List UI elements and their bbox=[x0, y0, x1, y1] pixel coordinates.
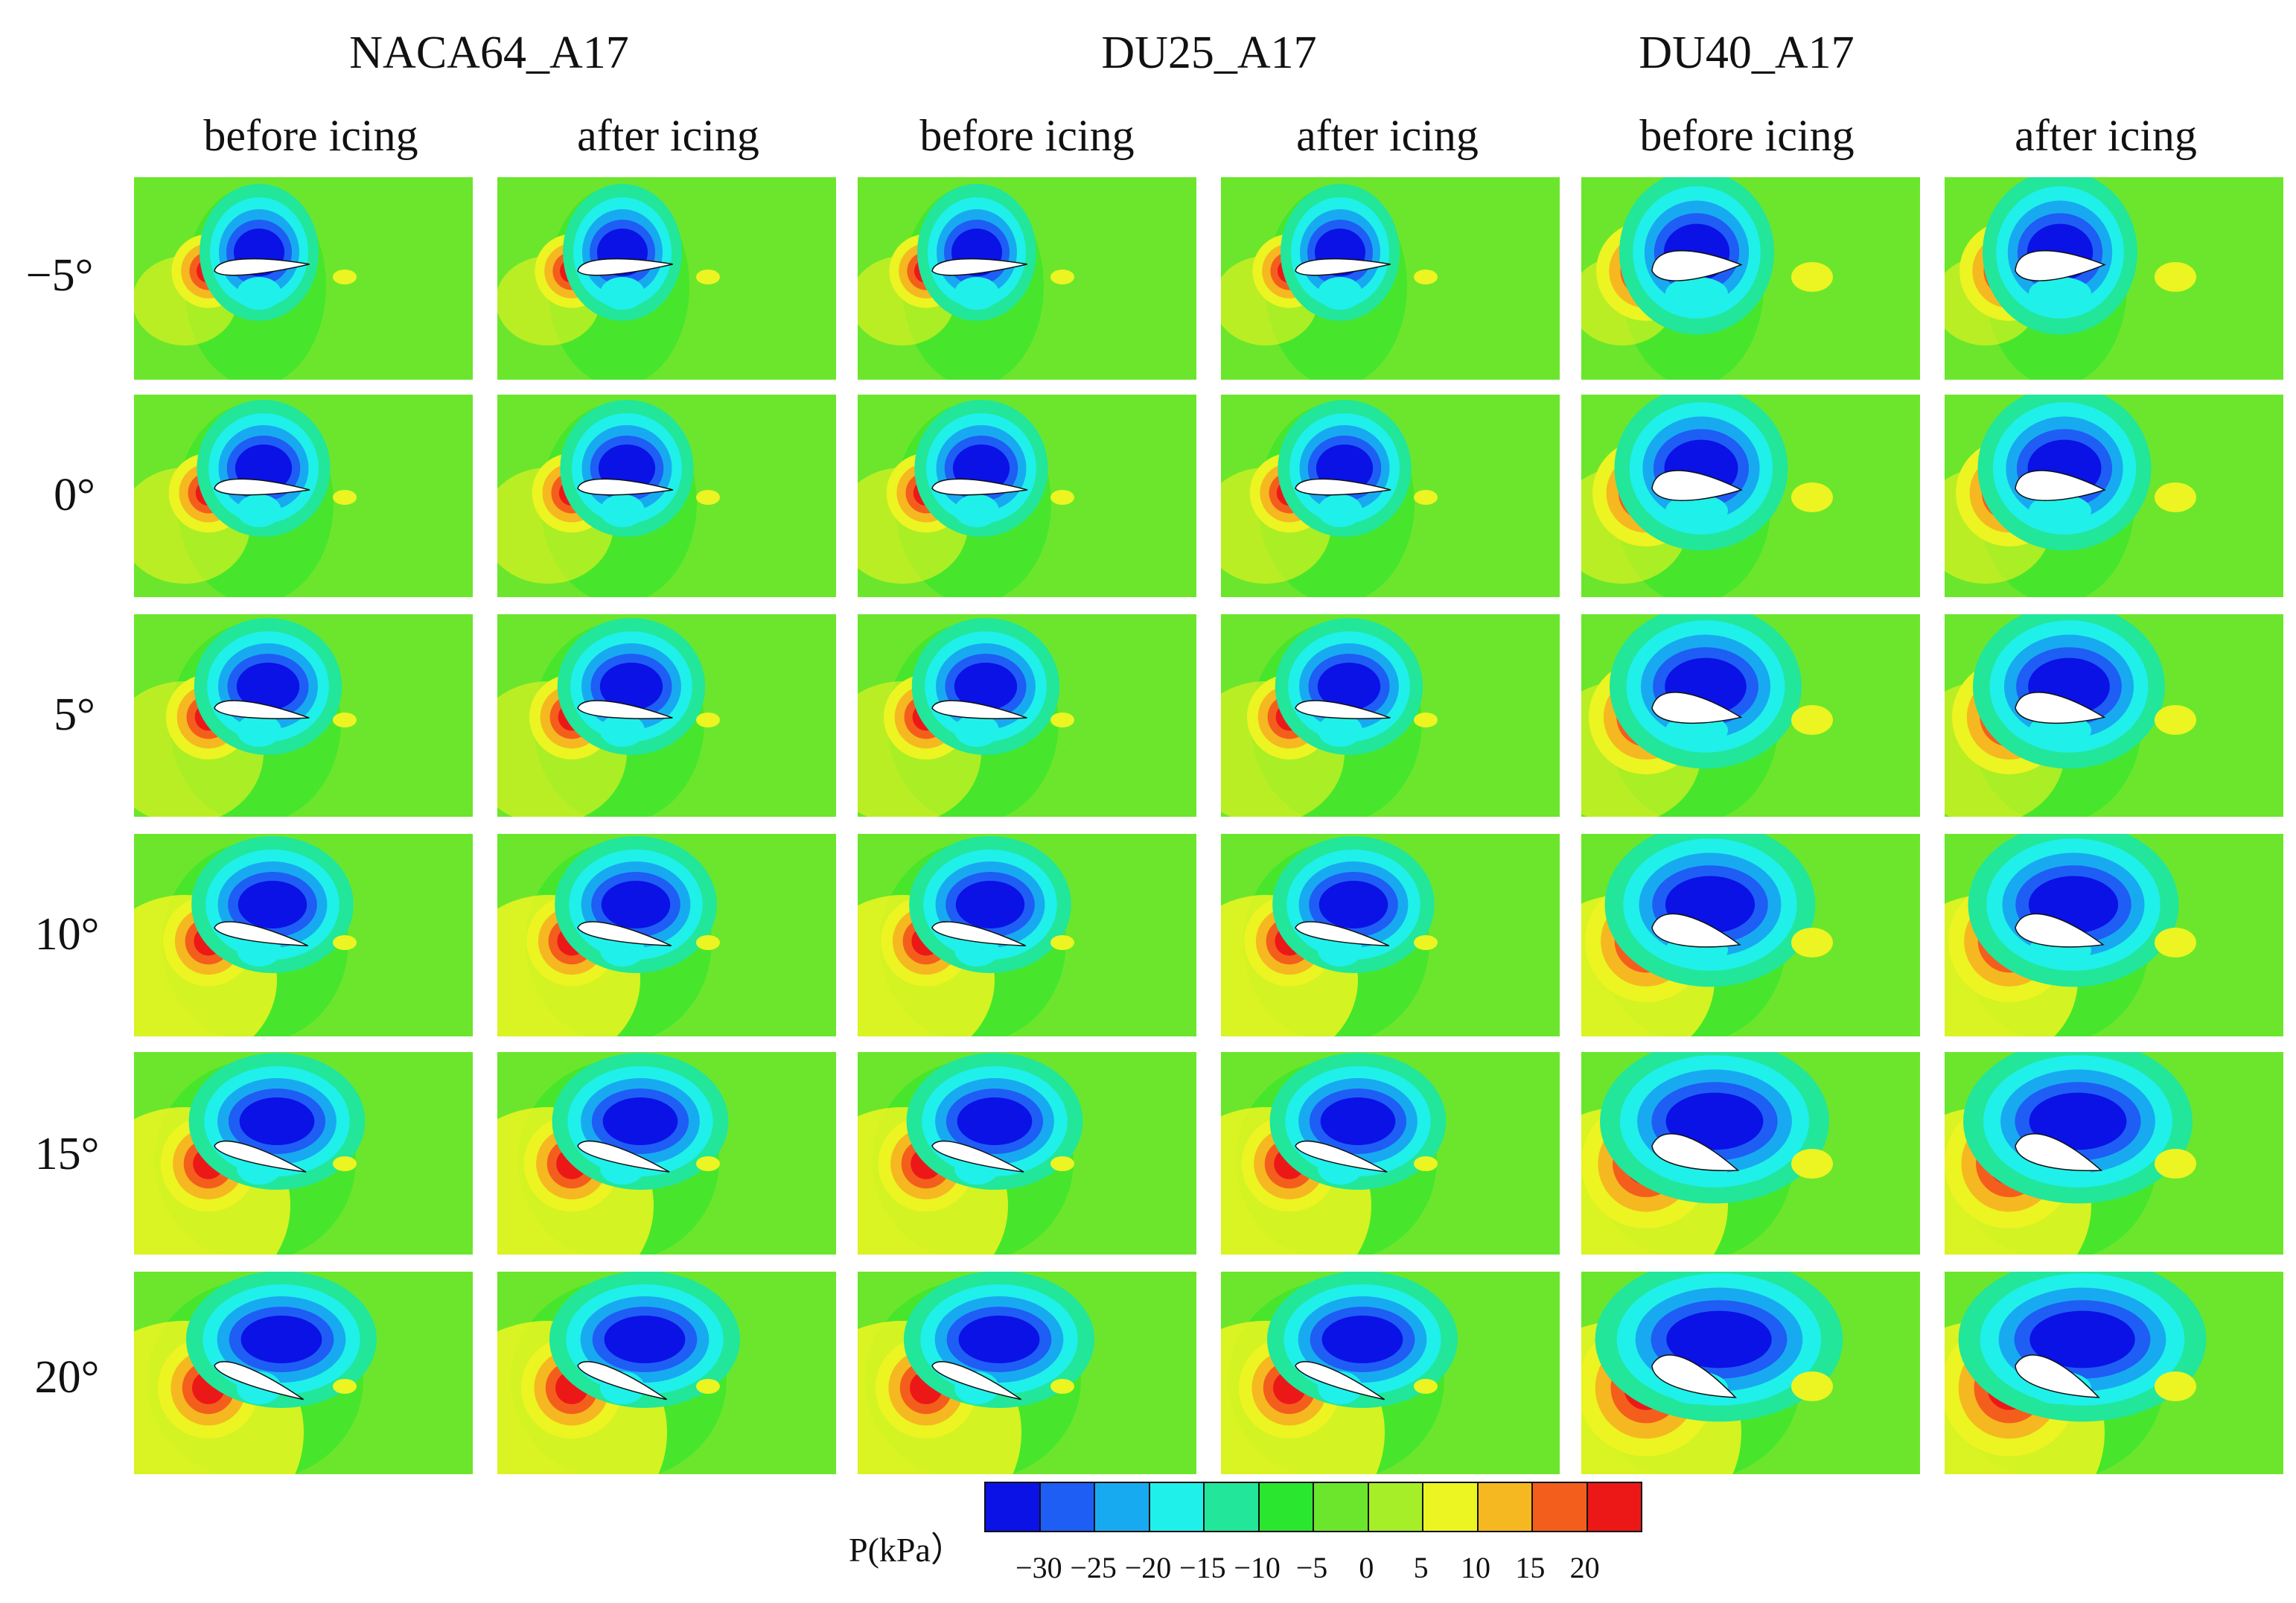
contour-panel bbox=[858, 834, 1196, 1036]
colorbar-tick-label: −15 bbox=[1179, 1551, 1226, 1584]
colorbar-tick-label: −20 bbox=[1124, 1551, 1172, 1584]
colorbar-tick-label: 0 bbox=[1359, 1551, 1374, 1584]
colorbar-swatch bbox=[1423, 1483, 1479, 1531]
colorbar-tick-label: −5 bbox=[1295, 1551, 1328, 1584]
contour-panel bbox=[1945, 1052, 2283, 1255]
contour-panel bbox=[1581, 1052, 1920, 1255]
colorbar-swatch bbox=[986, 1483, 1041, 1531]
contour-panel bbox=[497, 1052, 836, 1255]
colorbar-swatch bbox=[1314, 1483, 1369, 1531]
contour-panel bbox=[1581, 1272, 1920, 1474]
contour-panel bbox=[134, 1272, 473, 1474]
contour-panel bbox=[1945, 177, 2283, 380]
contour-panel bbox=[858, 614, 1196, 817]
contour-panel bbox=[497, 1272, 836, 1474]
contour-panel bbox=[1581, 395, 1920, 597]
contour-panel bbox=[134, 177, 473, 380]
col-label-du40-before: before icing bbox=[1639, 111, 1855, 160]
colorbar-tick-label: −10 bbox=[1234, 1551, 1281, 1584]
contour-panel bbox=[1221, 834, 1560, 1036]
col-label-du25-before: before icing bbox=[919, 111, 1135, 160]
contour-panel bbox=[1945, 1272, 2283, 1474]
colorbar-tick-label: 20 bbox=[1569, 1551, 1600, 1584]
contour-panel bbox=[1221, 395, 1560, 597]
contour-panel bbox=[497, 395, 836, 597]
colorbar-tick-label: 10 bbox=[1461, 1551, 1490, 1584]
contour-panel bbox=[497, 834, 836, 1036]
contour-panel bbox=[1581, 834, 1920, 1036]
contour-panel bbox=[1945, 614, 2283, 817]
row-label-minus5: −5° bbox=[25, 250, 94, 301]
contour-panel bbox=[1945, 834, 2283, 1036]
colorbar-tick-label: 15 bbox=[1515, 1551, 1546, 1584]
colorbar-title: P(kPa） bbox=[849, 1531, 965, 1569]
colorbar-swatch bbox=[1040, 1483, 1095, 1531]
col-label-naca64-before: before icing bbox=[203, 111, 418, 160]
contour-panel bbox=[1581, 614, 1920, 817]
contour-panel bbox=[1221, 1272, 1560, 1474]
colorbar-swatch bbox=[1587, 1483, 1641, 1531]
colorbar-swatch bbox=[1095, 1483, 1150, 1531]
row-label-20: 20° bbox=[34, 1352, 100, 1403]
col-label-du40-after: after icing bbox=[2015, 111, 2197, 160]
airfoil-title-du40: DU40_A17 bbox=[1639, 28, 1855, 78]
col-label-naca64-after: after icing bbox=[577, 111, 759, 160]
contour-panel bbox=[134, 395, 473, 597]
colorbar-swatch bbox=[1533, 1483, 1588, 1531]
contour-panel bbox=[134, 1052, 473, 1255]
colorbar-swatch bbox=[1205, 1483, 1260, 1531]
airfoil-title-du25: DU25_A17 bbox=[1101, 28, 1317, 78]
contour-panel bbox=[858, 1052, 1196, 1255]
contour-panel bbox=[1221, 1052, 1560, 1255]
contour-panel bbox=[858, 395, 1196, 597]
col-label-du25-after: after icing bbox=[1296, 111, 1479, 160]
airfoil-title-naca64: NACA64_A17 bbox=[349, 28, 629, 78]
contour-panel bbox=[858, 177, 1196, 380]
colorbar-swatch bbox=[1259, 1483, 1314, 1531]
colorbar-tick-label: −25 bbox=[1070, 1551, 1117, 1584]
row-label-15: 15° bbox=[34, 1129, 100, 1179]
colorbar-swatch bbox=[1368, 1483, 1423, 1531]
contour-panel bbox=[134, 614, 473, 817]
contour-panel bbox=[497, 177, 836, 380]
colorbar-tick-label: 5 bbox=[1413, 1551, 1429, 1584]
contour-panel bbox=[134, 834, 473, 1036]
contour-panel bbox=[1221, 614, 1560, 817]
contour-panel bbox=[497, 614, 836, 817]
colorbar-tick-label: −30 bbox=[1015, 1551, 1062, 1584]
contour-panel bbox=[858, 1272, 1196, 1474]
contour-panel bbox=[1945, 395, 2283, 597]
row-label-0: 0° bbox=[54, 470, 95, 520]
contour-panel bbox=[1221, 177, 1560, 380]
colorbar-swatch bbox=[1149, 1483, 1205, 1531]
colorbar bbox=[984, 1482, 1642, 1532]
contour-panel bbox=[1581, 177, 1920, 380]
row-label-5: 5° bbox=[54, 689, 95, 740]
row-label-10: 10° bbox=[34, 909, 100, 960]
colorbar-swatch bbox=[1478, 1483, 1533, 1531]
